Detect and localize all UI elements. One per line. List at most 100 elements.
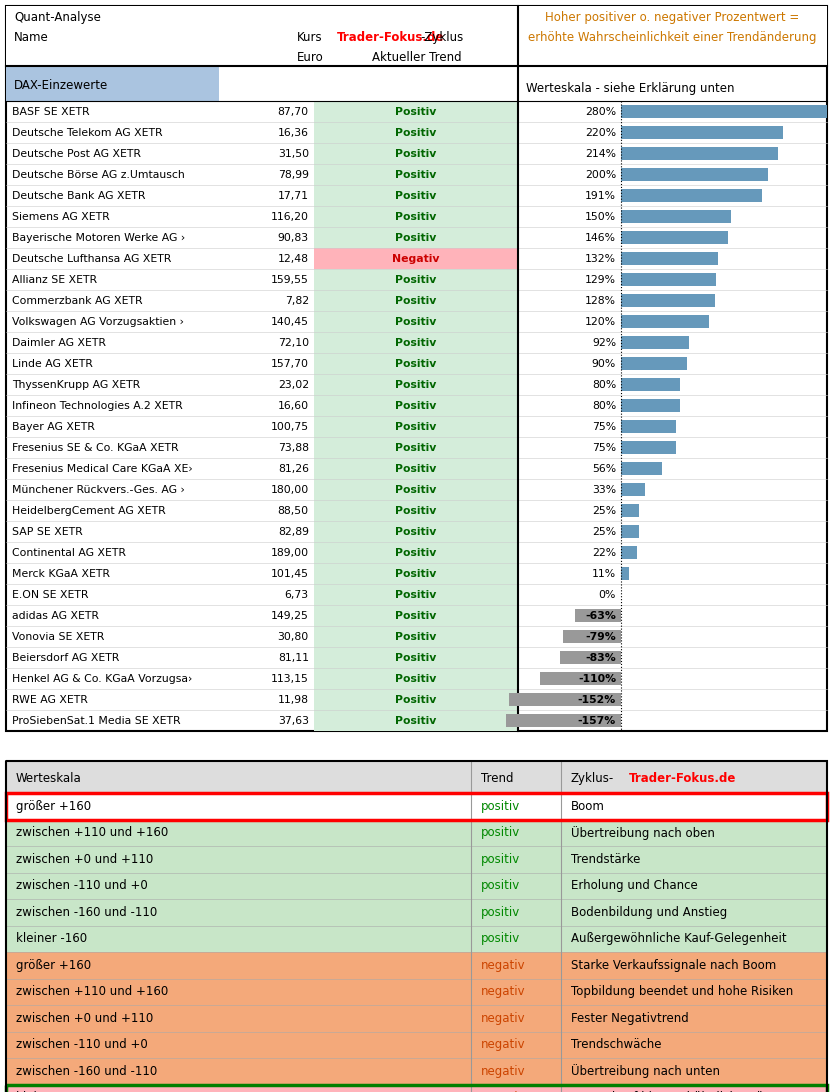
Bar <box>621 294 716 307</box>
Text: negativ: negativ <box>481 1038 526 1052</box>
Text: 191%: 191% <box>585 190 616 201</box>
Text: Positiv: Positiv <box>395 695 436 704</box>
Text: Positiv: Positiv <box>395 526 436 536</box>
Bar <box>314 646 517 668</box>
Bar <box>314 206 517 227</box>
Text: Positiv: Positiv <box>395 317 436 327</box>
Text: zwischen +0 und +110: zwischen +0 und +110 <box>16 853 153 866</box>
Text: Fresenius SE & Co. KGaA XETR: Fresenius SE & Co. KGaA XETR <box>12 442 178 452</box>
Text: Positiv: Positiv <box>395 380 436 390</box>
Bar <box>314 479 517 500</box>
Text: 75%: 75% <box>592 442 616 452</box>
Bar <box>314 521 517 542</box>
Text: größer +160: größer +160 <box>16 799 91 812</box>
Bar <box>314 668 517 689</box>
Text: Volkswagen AG Vorzugsaktien ›: Volkswagen AG Vorzugsaktien › <box>12 317 184 327</box>
Bar <box>621 273 716 286</box>
Bar <box>6 899 827 926</box>
Text: Zyklus-: Zyklus- <box>571 772 614 785</box>
Bar <box>621 210 731 223</box>
Text: Positiv: Positiv <box>395 631 436 641</box>
Text: negativ: negativ <box>481 1065 526 1078</box>
Text: negativ: negativ <box>481 1012 526 1024</box>
Bar <box>6 1084 827 1092</box>
Bar <box>6 952 827 978</box>
Text: 0%: 0% <box>599 590 616 600</box>
Text: 113,15: 113,15 <box>271 674 309 684</box>
Text: 128%: 128% <box>585 296 616 306</box>
Text: 220%: 220% <box>585 128 616 138</box>
Bar <box>6 66 219 100</box>
Text: zwischen -110 und +0: zwischen -110 und +0 <box>16 1038 147 1052</box>
Bar <box>314 626 517 646</box>
Text: Deutsche Börse AG z.Umtausch: Deutsche Börse AG z.Umtausch <box>12 169 185 179</box>
Text: Übertreibung nach unten: Übertreibung nach unten <box>571 1065 720 1078</box>
Text: Bodenbildung und Anstieg: Bodenbildung und Anstieg <box>571 905 727 918</box>
Text: 25%: 25% <box>592 526 616 536</box>
Text: Topbildung beendet und hohe Risiken: Topbildung beendet und hohe Risiken <box>571 985 793 998</box>
Bar <box>314 353 517 373</box>
Text: positiv: positiv <box>481 827 521 840</box>
Text: Quant-Analyse: Quant-Analyse <box>14 11 101 24</box>
Bar <box>6 761 827 1092</box>
Text: Positiv: Positiv <box>395 674 436 684</box>
Text: Euro: Euro <box>297 50 323 63</box>
Text: Bayerische Motoren Werke AG ›: Bayerische Motoren Werke AG › <box>12 233 185 242</box>
Bar <box>621 105 827 118</box>
Text: ProSiebenSat.1 Media SE XETR: ProSiebenSat.1 Media SE XETR <box>12 715 181 725</box>
Text: 30,80: 30,80 <box>277 631 309 641</box>
Text: 81,26: 81,26 <box>278 463 309 474</box>
Text: Deutsche Lufthansa AG XETR: Deutsche Lufthansa AG XETR <box>12 253 172 263</box>
Text: Vonovia SE XETR: Vonovia SE XETR <box>12 631 104 641</box>
Bar <box>506 714 621 727</box>
Text: Trader-Fokus.de: Trader-Fokus.de <box>337 31 444 44</box>
Text: Commerzbank AG XETR: Commerzbank AG XETR <box>12 296 142 306</box>
Text: DAX-Einzewerte: DAX-Einzewerte <box>14 79 108 92</box>
Text: 146%: 146% <box>585 233 616 242</box>
Text: Positiv: Positiv <box>395 401 436 411</box>
Text: zwischen -110 und +0: zwischen -110 und +0 <box>16 879 147 892</box>
Text: 23,02: 23,02 <box>277 380 309 390</box>
Bar <box>6 1084 827 1092</box>
Text: positiv: positiv <box>481 799 521 812</box>
Text: 116,20: 116,20 <box>271 212 309 222</box>
Text: 11%: 11% <box>592 569 616 579</box>
Bar <box>6 793 827 819</box>
Text: 78,99: 78,99 <box>278 169 309 179</box>
Text: 25%: 25% <box>592 506 616 515</box>
Text: 90%: 90% <box>591 358 616 368</box>
Text: 22%: 22% <box>592 547 616 558</box>
Text: Positiv: Positiv <box>395 569 436 579</box>
Text: positiv: positiv <box>481 933 521 946</box>
Text: 37,63: 37,63 <box>278 715 309 725</box>
Bar <box>314 373 517 395</box>
Text: Positiv: Positiv <box>395 422 436 431</box>
Text: -110%: -110% <box>578 674 616 684</box>
Bar <box>621 441 676 454</box>
Text: Deutsche Post AG XETR: Deutsche Post AG XETR <box>12 149 141 158</box>
Text: -152%: -152% <box>578 695 616 704</box>
Text: Linde AG XETR: Linde AG XETR <box>12 358 92 368</box>
Text: SAP SE XETR: SAP SE XETR <box>12 526 82 536</box>
Text: negativ: negativ <box>481 959 526 972</box>
Text: Positiv: Positiv <box>395 653 436 663</box>
Text: 16,60: 16,60 <box>277 401 309 411</box>
Text: Continental AG XETR: Continental AG XETR <box>12 547 126 558</box>
Text: Positiv: Positiv <box>395 485 436 495</box>
Bar <box>6 761 827 793</box>
Text: ThyssenKrupp AG XETR: ThyssenKrupp AG XETR <box>12 380 140 390</box>
Text: Trendschwäche: Trendschwäche <box>571 1038 661 1052</box>
Text: Positiv: Positiv <box>395 107 436 117</box>
Text: 33%: 33% <box>592 485 616 495</box>
Bar <box>621 567 629 580</box>
Text: 73,88: 73,88 <box>278 442 309 452</box>
Text: zwischen -160 und -110: zwischen -160 und -110 <box>16 1065 157 1078</box>
Bar <box>314 395 517 416</box>
Bar <box>560 651 621 664</box>
Text: Deutsche Telekom AG XETR: Deutsche Telekom AG XETR <box>12 128 162 138</box>
Text: Positiv: Positiv <box>395 128 436 138</box>
Bar <box>6 1058 827 1084</box>
Text: Infineon Technologies A.2 XETR: Infineon Technologies A.2 XETR <box>12 401 182 411</box>
Bar <box>621 420 676 434</box>
Text: Positiv: Positiv <box>395 149 436 158</box>
